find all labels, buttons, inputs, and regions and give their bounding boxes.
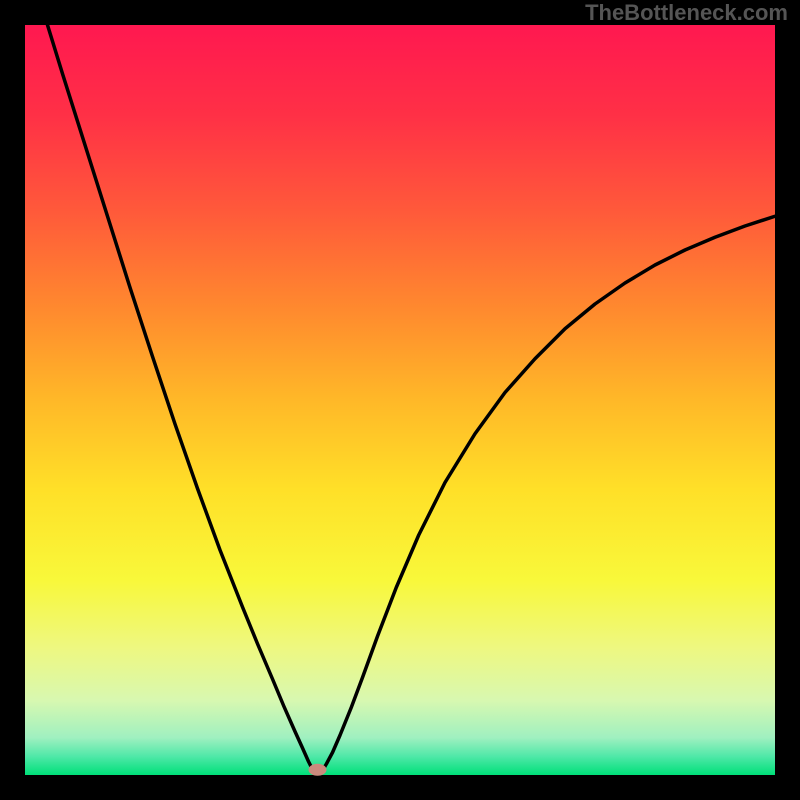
chart-container: TheBottleneck.com [0, 0, 800, 800]
plot-background [25, 25, 775, 775]
watermark-text: TheBottleneck.com [585, 0, 788, 26]
optimal-point-marker [309, 764, 327, 776]
bottleneck-curve-chart [0, 0, 800, 800]
